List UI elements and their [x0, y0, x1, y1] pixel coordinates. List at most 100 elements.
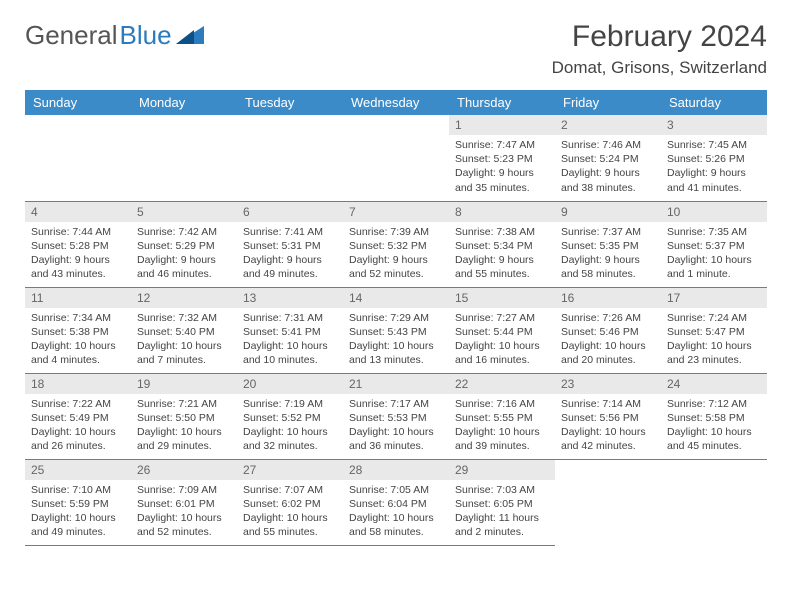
dow-header: Friday [555, 90, 661, 115]
day-number: 8 [449, 202, 555, 222]
day-cell: 26Sunrise: 7:09 AMSunset: 6:01 PMDayligh… [131, 459, 237, 545]
day-details: Sunrise: 7:12 AMSunset: 5:58 PMDaylight:… [661, 394, 767, 459]
day-details: Sunrise: 7:44 AMSunset: 5:28 PMDaylight:… [25, 222, 131, 287]
day-number: 20 [237, 374, 343, 394]
day-number: 16 [555, 288, 661, 308]
day-cell: 28Sunrise: 7:05 AMSunset: 6:04 PMDayligh… [343, 459, 449, 545]
day-details: Sunrise: 7:46 AMSunset: 5:24 PMDaylight:… [555, 135, 661, 200]
day-details: Sunrise: 7:07 AMSunset: 6:02 PMDaylight:… [237, 480, 343, 545]
day-details: Sunrise: 7:03 AMSunset: 6:05 PMDaylight:… [449, 480, 555, 545]
calendar-week-row: 1Sunrise: 7:47 AMSunset: 5:23 PMDaylight… [25, 115, 767, 201]
day-details: Sunrise: 7:24 AMSunset: 5:47 PMDaylight:… [661, 308, 767, 373]
brand-part1: General [25, 20, 118, 51]
day-details: Sunrise: 7:19 AMSunset: 5:52 PMDaylight:… [237, 394, 343, 459]
title-block: February 2024 Domat, Grisons, Switzerlan… [552, 20, 767, 78]
day-of-week-row: SundayMondayTuesdayWednesdayThursdayFrid… [25, 90, 767, 115]
day-cell: 27Sunrise: 7:07 AMSunset: 6:02 PMDayligh… [237, 459, 343, 545]
day-cell: 20Sunrise: 7:19 AMSunset: 5:52 PMDayligh… [237, 373, 343, 459]
day-cell: 15Sunrise: 7:27 AMSunset: 5:44 PMDayligh… [449, 287, 555, 373]
day-details: Sunrise: 7:32 AMSunset: 5:40 PMDaylight:… [131, 308, 237, 373]
day-cell: 11Sunrise: 7:34 AMSunset: 5:38 PMDayligh… [25, 287, 131, 373]
day-number: 2 [555, 115, 661, 135]
empty-cell [343, 115, 449, 201]
day-details: Sunrise: 7:14 AMSunset: 5:56 PMDaylight:… [555, 394, 661, 459]
day-details: Sunrise: 7:16 AMSunset: 5:55 PMDaylight:… [449, 394, 555, 459]
dow-header: Monday [131, 90, 237, 115]
empty-cell [131, 115, 237, 201]
day-number: 14 [343, 288, 449, 308]
day-cell: 4Sunrise: 7:44 AMSunset: 5:28 PMDaylight… [25, 201, 131, 287]
day-number: 4 [25, 202, 131, 222]
calendar-week-row: 25Sunrise: 7:10 AMSunset: 5:59 PMDayligh… [25, 459, 767, 545]
calendar-body: 1Sunrise: 7:47 AMSunset: 5:23 PMDaylight… [25, 115, 767, 545]
logo-triangle-icon [176, 20, 204, 51]
day-details: Sunrise: 7:37 AMSunset: 5:35 PMDaylight:… [555, 222, 661, 287]
day-details: Sunrise: 7:31 AMSunset: 5:41 PMDaylight:… [237, 308, 343, 373]
day-details: Sunrise: 7:34 AMSunset: 5:38 PMDaylight:… [25, 308, 131, 373]
header: GeneralBlue February 2024 Domat, Grisons… [25, 20, 767, 78]
brand-logo: GeneralBlue [25, 20, 204, 51]
day-details: Sunrise: 7:22 AMSunset: 5:49 PMDaylight:… [25, 394, 131, 459]
day-number: 12 [131, 288, 237, 308]
empty-cell [661, 459, 767, 545]
day-cell: 23Sunrise: 7:14 AMSunset: 5:56 PMDayligh… [555, 373, 661, 459]
month-title: February 2024 [552, 20, 767, 54]
dow-header: Thursday [449, 90, 555, 115]
day-number: 10 [661, 202, 767, 222]
day-cell: 5Sunrise: 7:42 AMSunset: 5:29 PMDaylight… [131, 201, 237, 287]
day-details: Sunrise: 7:35 AMSunset: 5:37 PMDaylight:… [661, 222, 767, 287]
dow-header: Saturday [661, 90, 767, 115]
day-number: 6 [237, 202, 343, 222]
day-number: 18 [25, 374, 131, 394]
day-cell: 22Sunrise: 7:16 AMSunset: 5:55 PMDayligh… [449, 373, 555, 459]
day-number: 26 [131, 460, 237, 480]
dow-header: Sunday [25, 90, 131, 115]
day-details: Sunrise: 7:42 AMSunset: 5:29 PMDaylight:… [131, 222, 237, 287]
day-number: 15 [449, 288, 555, 308]
day-details: Sunrise: 7:17 AMSunset: 5:53 PMDaylight:… [343, 394, 449, 459]
day-number: 11 [25, 288, 131, 308]
day-number: 3 [661, 115, 767, 135]
brand-part2: Blue [120, 20, 172, 51]
dow-header: Wednesday [343, 90, 449, 115]
day-cell: 2Sunrise: 7:46 AMSunset: 5:24 PMDaylight… [555, 115, 661, 201]
day-cell: 14Sunrise: 7:29 AMSunset: 5:43 PMDayligh… [343, 287, 449, 373]
day-details: Sunrise: 7:29 AMSunset: 5:43 PMDaylight:… [343, 308, 449, 373]
calendar-week-row: 18Sunrise: 7:22 AMSunset: 5:49 PMDayligh… [25, 373, 767, 459]
day-details: Sunrise: 7:26 AMSunset: 5:46 PMDaylight:… [555, 308, 661, 373]
day-cell: 7Sunrise: 7:39 AMSunset: 5:32 PMDaylight… [343, 201, 449, 287]
day-number: 24 [661, 374, 767, 394]
day-details: Sunrise: 7:21 AMSunset: 5:50 PMDaylight:… [131, 394, 237, 459]
day-cell: 9Sunrise: 7:37 AMSunset: 5:35 PMDaylight… [555, 201, 661, 287]
day-cell: 6Sunrise: 7:41 AMSunset: 5:31 PMDaylight… [237, 201, 343, 287]
day-number: 27 [237, 460, 343, 480]
day-number: 9 [555, 202, 661, 222]
day-number: 7 [343, 202, 449, 222]
day-number: 28 [343, 460, 449, 480]
day-number: 25 [25, 460, 131, 480]
day-details: Sunrise: 7:10 AMSunset: 5:59 PMDaylight:… [25, 480, 131, 545]
day-cell: 29Sunrise: 7:03 AMSunset: 6:05 PMDayligh… [449, 459, 555, 545]
day-cell: 13Sunrise: 7:31 AMSunset: 5:41 PMDayligh… [237, 287, 343, 373]
day-details: Sunrise: 7:41 AMSunset: 5:31 PMDaylight:… [237, 222, 343, 287]
day-number: 19 [131, 374, 237, 394]
day-details: Sunrise: 7:38 AMSunset: 5:34 PMDaylight:… [449, 222, 555, 287]
day-cell: 17Sunrise: 7:24 AMSunset: 5:47 PMDayligh… [661, 287, 767, 373]
dow-header: Tuesday [237, 90, 343, 115]
day-cell: 25Sunrise: 7:10 AMSunset: 5:59 PMDayligh… [25, 459, 131, 545]
day-cell: 16Sunrise: 7:26 AMSunset: 5:46 PMDayligh… [555, 287, 661, 373]
day-number: 1 [449, 115, 555, 135]
day-number: 17 [661, 288, 767, 308]
empty-cell [555, 459, 661, 545]
calendar-week-row: 4Sunrise: 7:44 AMSunset: 5:28 PMDaylight… [25, 201, 767, 287]
empty-cell [237, 115, 343, 201]
calendar-table: SundayMondayTuesdayWednesdayThursdayFrid… [25, 90, 767, 546]
location-label: Domat, Grisons, Switzerland [552, 58, 767, 78]
day-cell: 1Sunrise: 7:47 AMSunset: 5:23 PMDaylight… [449, 115, 555, 201]
day-number: 5 [131, 202, 237, 222]
empty-cell [25, 115, 131, 201]
day-cell: 21Sunrise: 7:17 AMSunset: 5:53 PMDayligh… [343, 373, 449, 459]
calendar-week-row: 11Sunrise: 7:34 AMSunset: 5:38 PMDayligh… [25, 287, 767, 373]
day-details: Sunrise: 7:09 AMSunset: 6:01 PMDaylight:… [131, 480, 237, 545]
day-cell: 18Sunrise: 7:22 AMSunset: 5:49 PMDayligh… [25, 373, 131, 459]
